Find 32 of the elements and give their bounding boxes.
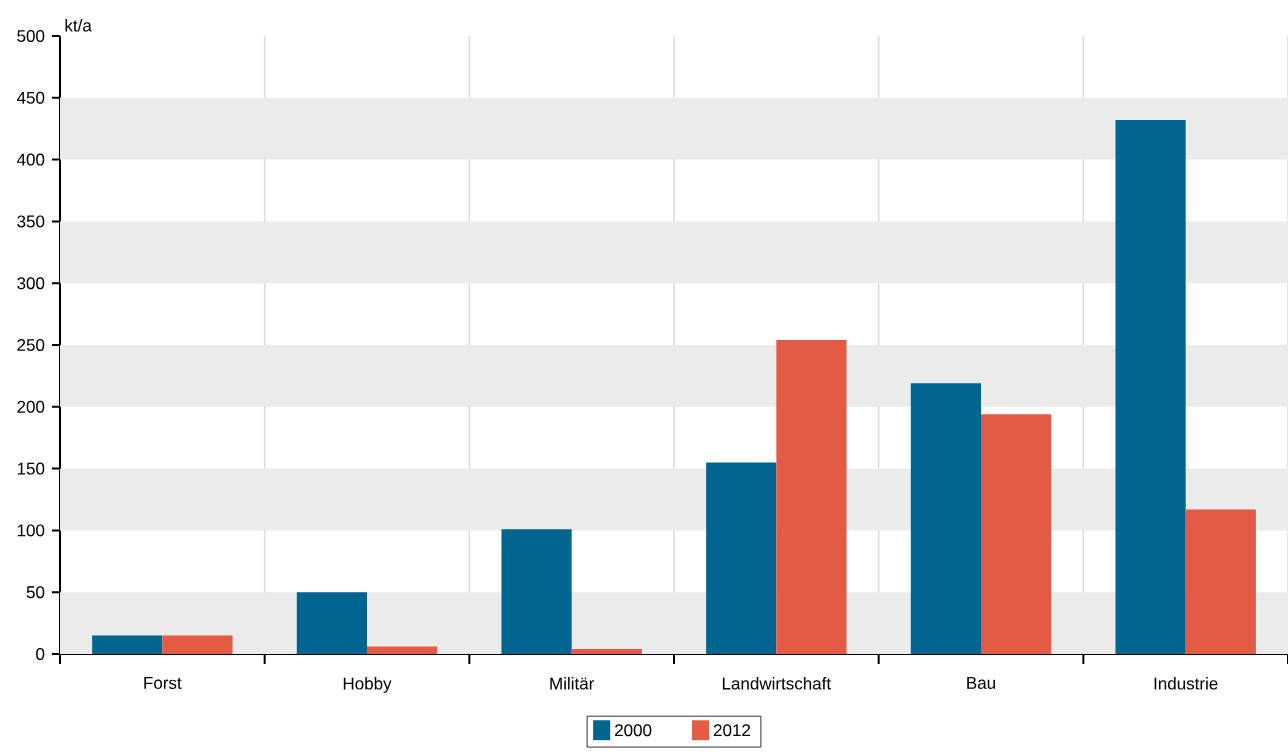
y-tick-label: 250 [17, 339, 45, 352]
legend-label: 2000 [615, 724, 652, 737]
bar [162, 635, 233, 654]
bar [776, 340, 847, 654]
bar [367, 646, 438, 654]
y-tick-label: 500 [17, 30, 45, 43]
bar [1115, 120, 1186, 654]
bar [910, 383, 982, 654]
y-tick-label: 400 [16, 153, 45, 166]
bar [296, 592, 368, 654]
x-tick-label: Forst [144, 677, 182, 689]
legend-label: 2012 [713, 724, 751, 737]
y-tick-label: 300 [17, 277, 45, 290]
bar [501, 529, 572, 654]
bar [1185, 509, 1256, 654]
y-tick-label: 100 [17, 524, 45, 537]
y-tick-label: 0 [36, 648, 45, 661]
bar [571, 649, 642, 654]
y-tick-label: 200 [17, 400, 45, 413]
y-tick-label: 450 [16, 91, 45, 104]
x-tick-label: Militär [550, 677, 595, 690]
bar [706, 462, 777, 654]
y-tick-label: 350 [17, 215, 45, 228]
x-tick-label: Industrie [1154, 677, 1218, 690]
x-tick-label: Hobby [343, 677, 392, 693]
bar [92, 635, 163, 654]
bar [981, 414, 1052, 654]
y-tick-label: 50 [26, 586, 45, 599]
x-tick-label: Bau [967, 677, 995, 689]
x-tick-label: Landwirtschaft [722, 677, 832, 690]
y-tick-label: 150 [17, 462, 45, 475]
y-axis-title: kt/a [65, 19, 92, 32]
